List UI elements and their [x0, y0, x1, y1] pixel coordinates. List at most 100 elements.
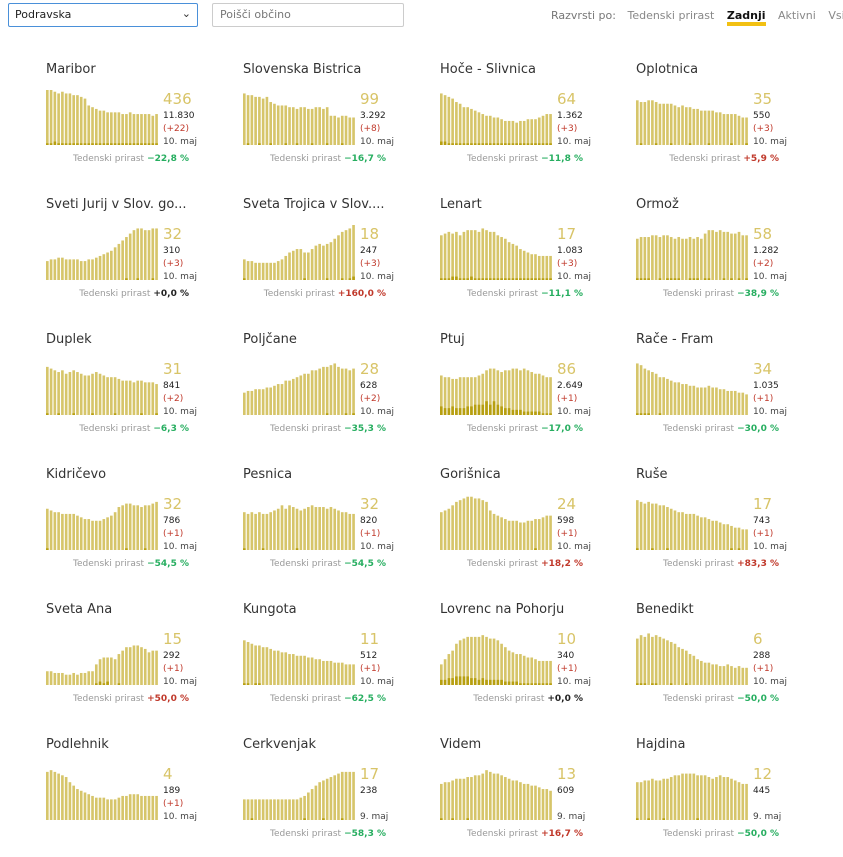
- weekly-growth-label: Tedenski prirast: [663, 289, 735, 299]
- new-cases-bar: [466, 676, 470, 685]
- active-cases-bar: [276, 650, 280, 685]
- active-cases-bar: [117, 797, 121, 820]
- active-cases-bar: [117, 654, 121, 685]
- active-cases-bar: [284, 255, 288, 280]
- active-cases-bar: [711, 230, 714, 280]
- active-cases-bar: [530, 657, 534, 685]
- active-cases-bar: [243, 799, 246, 820]
- active-cases-bar: [684, 773, 688, 820]
- sort-option-vsi[interactable]: Vsi: [828, 9, 843, 22]
- region-select[interactable]: Podravska ⌄: [8, 3, 198, 27]
- active-cases-bar: [455, 231, 458, 280]
- active-cases-bar: [265, 262, 269, 280]
- municipality-card[interactable]: Maribor 436 11.830 (+22) 10. maj Tedenski pri…: [46, 62, 221, 182]
- active-cases-bar: [83, 261, 87, 280]
- active-cases-bar: [496, 117, 500, 145]
- new-cases-bar: [549, 278, 552, 280]
- active-cases-bar: [669, 642, 673, 685]
- municipality-search-input[interactable]: Poišči občino: [212, 3, 404, 27]
- municipality-card[interactable]: Sveta Ana 15 292 (+1) 10. maj Tedenski priras…: [46, 602, 221, 722]
- active-cases-value: 436: [163, 90, 192, 108]
- mini-bar-chart: [636, 500, 748, 550]
- municipality-card[interactable]: Videm 13 609 9. maj Tedenski prirast +16,7 %: [440, 737, 615, 857]
- sort-option-aktivni[interactable]: Aktivni: [778, 9, 816, 22]
- municipality-card[interactable]: Lovrenc na Pohorju 10 340 (+1) 10. maj Tedens…: [440, 602, 615, 722]
- active-cases-bar: [303, 508, 306, 550]
- active-cases-bar: [46, 671, 49, 685]
- municipality-card[interactable]: Hajdina 12 445 9. maj Tedenski prirast −50,0 …: [636, 737, 811, 857]
- municipality-card[interactable]: Hoče - Slivnica 64 1.362 (+3) 10. maj Tedensk…: [440, 62, 615, 182]
- weekly-growth: Tedenski prirast −11,8 %: [467, 154, 583, 164]
- municipality-card[interactable]: Sveta Trojica v Slov.... 18 247 (+3) 10. maj…: [243, 197, 418, 317]
- new-cases-bar: [57, 143, 60, 145]
- municipality-card[interactable]: Benedikt 6 288 (+1) 10. maj Tedenski prirast −…: [636, 602, 811, 722]
- active-cases-bar: [715, 231, 718, 280]
- municipality-card[interactable]: Duplek 31 841 (+2) 10. maj Tedenski prirast −6…: [46, 332, 221, 452]
- active-cases-bar: [288, 107, 291, 145]
- active-cases-bar: [733, 667, 737, 685]
- municipality-card[interactable]: Poljčane 28 628 (+2) 10. maj Tedenski prirast…: [243, 332, 418, 452]
- municipality-card[interactable]: Podlehnik 4 189 (+1) 10. maj: [46, 737, 221, 857]
- municipality-card[interactable]: Slovenska Bistrica 99 3.292 (+8) 10. maj Tede…: [243, 62, 418, 182]
- active-cases-bar: [83, 672, 87, 685]
- municipality-card[interactable]: Rače - Fram 34 1.035 (+1) 10. maj Tedenski pr…: [636, 332, 811, 452]
- mini-bar-chart: [440, 496, 552, 550]
- active-cases-bar: [102, 375, 106, 415]
- active-cases-bar: [651, 235, 654, 280]
- active-cases-bar: [314, 107, 318, 145]
- active-cases-bar: [700, 387, 703, 415]
- municipality-card[interactable]: Sveti Jurij v Slov. go... 32 310 (+3) 10. ma…: [46, 197, 221, 317]
- new-cases-bar: [541, 413, 545, 415]
- active-cases-bar: [722, 777, 726, 820]
- new-cases-bar: [466, 818, 470, 820]
- municipality-card[interactable]: Pesnica 32 820 (+1) 10. maj Tedenski prirast −…: [243, 467, 418, 587]
- active-cases-bar: [318, 507, 321, 550]
- new-cases-bar: [534, 411, 537, 415]
- weekly-growth-percent: +16,7 %: [541, 829, 583, 839]
- new-cases-bar: [522, 683, 526, 685]
- active-cases-bar: [106, 517, 109, 550]
- weekly-growth-label: Tedenski prirast: [663, 424, 735, 434]
- active-cases-bar: [718, 112, 722, 145]
- mini-bar-chart: [46, 770, 158, 820]
- new-cases-bar: [485, 143, 488, 145]
- mini-bar-chart: [636, 633, 748, 685]
- new-cases-bar: [57, 413, 60, 415]
- sort-option-zadnji[interactable]: Zadnji: [726, 9, 766, 26]
- weekly-growth-percent: −22,8 %: [147, 154, 189, 164]
- active-cases-bar: [132, 794, 136, 820]
- municipality-card[interactable]: Ruše 17 743 (+1) 10. maj Tedenski prirast +83,…: [636, 467, 811, 587]
- active-cases-bar: [261, 799, 265, 820]
- region-select-value: Podravska: [15, 8, 72, 21]
- active-cases-bar: [726, 390, 730, 415]
- active-cases-bar: [703, 517, 707, 550]
- active-cases-bar: [337, 662, 340, 685]
- municipality-card[interactable]: Gorišnica 24 598 (+1) 10. maj Tedenski priras…: [440, 467, 615, 587]
- municipality-card[interactable]: Ormož 58 1.282 (+2) 10. maj Tedenski prirast −…: [636, 197, 811, 317]
- municipality-name: Oplotnica: [636, 62, 699, 77]
- active-cases-bar: [718, 389, 722, 415]
- new-cases-bar: [666, 548, 669, 550]
- active-cases-bar: [125, 380, 128, 415]
- municipality-card[interactable]: Ptuj 86 2.649 (+1) 10. maj Tedenski prirast −1…: [440, 332, 615, 452]
- municipality-card[interactable]: Kungota 11 512 (+1) 10. maj Tedenski prirast −…: [243, 602, 418, 722]
- active-cases-bar: [545, 789, 549, 820]
- active-cases-bar: [340, 512, 344, 550]
- active-cases-bar: [488, 638, 492, 685]
- active-cases-bar: [722, 389, 726, 415]
- active-cases-bar: [113, 512, 117, 550]
- daily-delta-value: (+2): [360, 394, 381, 404]
- active-cases-bar: [269, 102, 273, 145]
- active-cases-bar: [651, 100, 654, 145]
- sort-option-tedenski-prirast[interactable]: Tedenski prirast: [627, 9, 715, 22]
- active-cases-bar: [53, 512, 57, 550]
- municipality-card[interactable]: Lenart 17 1.083 (+3) 10. maj Tedenski prirast…: [440, 197, 615, 317]
- active-cases-value: 58: [753, 225, 773, 243]
- municipality-card[interactable]: Oplotnica 35 550 (+3) 10. maj Tedenski priras…: [636, 62, 811, 182]
- municipality-card[interactable]: Kidričevo 32 786 (+1) 10. maj Tedenski priras…: [46, 467, 221, 587]
- active-cases-bar: [254, 96, 257, 145]
- new-cases-bar: [673, 278, 677, 280]
- active-cases-bar: [515, 520, 518, 550]
- municipality-card[interactable]: Cerkvenjak 17 238 9. maj Tedenski prirast −58…: [243, 737, 418, 857]
- active-cases-bar: [94, 520, 98, 550]
